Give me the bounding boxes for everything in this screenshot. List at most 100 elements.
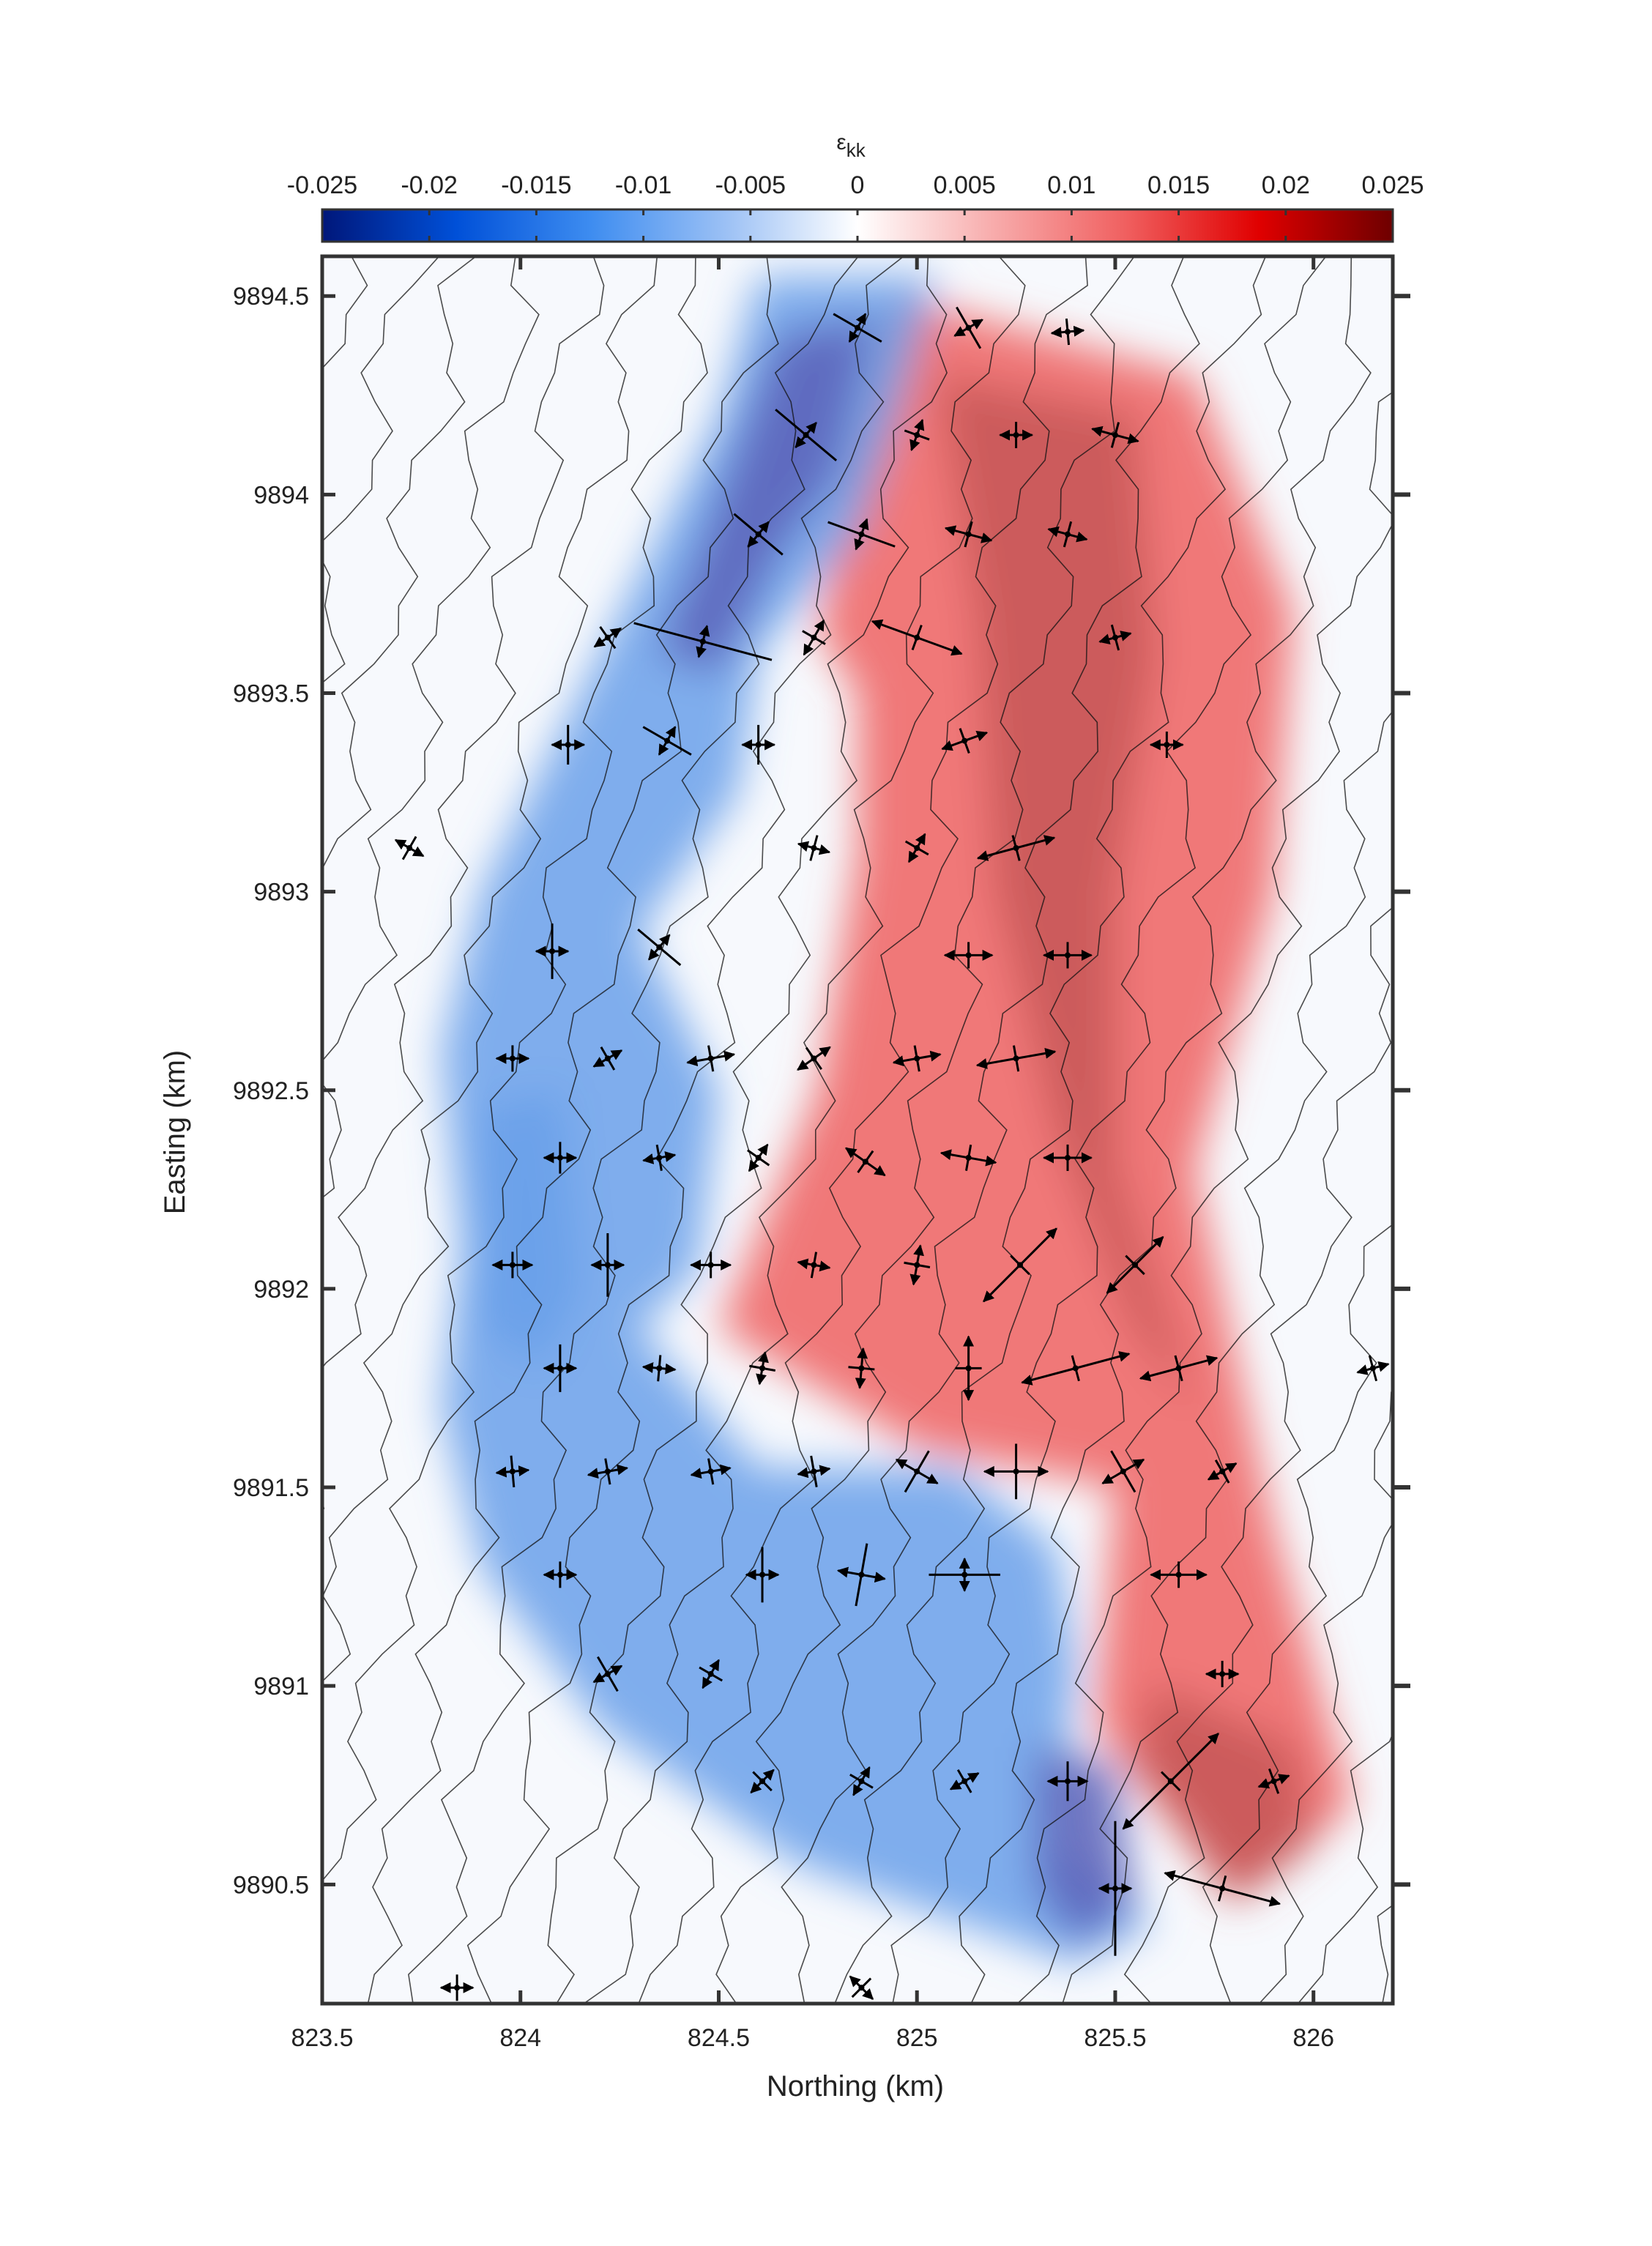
cross-center (1064, 952, 1071, 959)
y-tick-label: 9891.5 (233, 1474, 309, 1502)
contour-line (1123, 907, 1393, 2004)
x-axis: 823.5 824 824.5 825 825.5 826 (291, 256, 1334, 2052)
cross-center (454, 1985, 461, 1991)
cross-center (1017, 1262, 1024, 1268)
extension-arrow (690, 1468, 711, 1479)
strain-cross (439, 1974, 475, 2001)
extension-arrow (803, 636, 815, 656)
contour-line (583, 256, 1026, 2004)
x-axis-label: Northing (km) (767, 2070, 944, 2102)
cross-center (656, 944, 663, 951)
extension-arrow (1106, 1264, 1136, 1294)
extension-arrow (1164, 1870, 1223, 1890)
cross-center (1064, 1778, 1071, 1785)
extension-arrow (944, 525, 970, 536)
extension-arrow (871, 619, 918, 639)
strain-cross (741, 724, 776, 765)
cross-center (707, 1670, 714, 1677)
cross-center (961, 1572, 968, 1578)
cross-center (1369, 1365, 1376, 1372)
extension-arrow (813, 1046, 831, 1060)
strain-cross (949, 1769, 980, 1793)
colorbar-tick-label: 0.025 (1361, 171, 1424, 199)
strain-cross (775, 409, 838, 461)
strain-cross (543, 1344, 578, 1392)
contour-line (1016, 391, 1393, 2004)
strain-cross (904, 1244, 931, 1286)
cross-center (1175, 1572, 1182, 1578)
colorbar-tick-label: -0.01 (615, 171, 672, 199)
cross-center (707, 1262, 714, 1268)
cross-center (803, 432, 809, 439)
plot-area: 823.5 824 824.5 825 825.5 826 9890.5 9891 9891.… (233, 254, 1410, 2052)
contour-line (834, 256, 1267, 2004)
x-tick-label: 823.5 (291, 2024, 353, 2052)
strain-cross (593, 625, 622, 650)
extension-arrow (710, 1464, 732, 1476)
extension-arrow (1122, 1780, 1172, 1830)
strain-cross (802, 619, 826, 656)
cross-center (755, 1154, 762, 1161)
contour-line (638, 256, 1088, 2004)
extension-arrow (916, 1470, 939, 1484)
strain-cross (999, 422, 1034, 449)
strain-cross (1098, 1821, 1133, 1956)
extension-arrow (1047, 526, 1068, 538)
colorbar: εkk -0.025 -0.02 -0.015 -0.01 -0.005 0 0.005 0.… (287, 130, 1424, 243)
extension-arrow (916, 636, 963, 656)
cross-center (965, 531, 972, 538)
extension-arrow (710, 1050, 736, 1062)
cross-center (1132, 1262, 1139, 1268)
extension-arrow (983, 1264, 1022, 1303)
cross-center (707, 1055, 714, 1062)
x-tick-label: 826 (1292, 2024, 1334, 2052)
strain-cross (797, 835, 831, 861)
colorbar-title-subscript: kk (847, 139, 866, 161)
contour-line (322, 256, 658, 1683)
cross-center (1013, 1468, 1019, 1475)
strain-cross (983, 1227, 1057, 1303)
strain-cross (797, 1252, 831, 1279)
cross-center (1175, 1365, 1182, 1372)
strain-cross (551, 724, 586, 765)
strain-cross (1122, 1733, 1219, 1830)
strain-cross (976, 835, 1056, 861)
cross-center (1219, 1468, 1226, 1475)
extension-arrow (686, 1055, 711, 1067)
contour-line (1202, 1224, 1393, 2004)
extension-arrow (916, 1050, 942, 1062)
y-tick-label: 9892.5 (233, 1077, 309, 1105)
cross-center (1219, 1885, 1226, 1892)
extension-arrow (607, 1464, 629, 1476)
extension-arrow (1115, 433, 1139, 445)
extension-arrow (861, 1572, 886, 1583)
extension-arrow (864, 1161, 886, 1177)
cross-center (406, 844, 413, 851)
colorbar-tick-label: 0.02 (1262, 171, 1310, 199)
x-tick-label: 825 (896, 2024, 938, 2052)
cross-center (509, 1468, 516, 1475)
extension-arrow (964, 731, 989, 742)
cross-center (557, 1365, 563, 1372)
extension-arrow (892, 1055, 918, 1067)
strain-cross (833, 313, 882, 343)
strain-cross (1149, 731, 1184, 758)
contraction-zone (659, 316, 878, 674)
cross-center (811, 1055, 817, 1062)
y-tick-label: 9893.5 (233, 680, 309, 708)
cross-center (656, 1154, 663, 1161)
strain-cross (1042, 942, 1093, 969)
topography-contours (322, 256, 1393, 2004)
contour-line (322, 256, 540, 1199)
extension-arrow (976, 847, 1016, 861)
cross-center (914, 1055, 920, 1062)
extension-arrow (797, 1057, 815, 1071)
extension-arrow (975, 1057, 1016, 1069)
extension-arrow (941, 740, 965, 751)
cross-center (1167, 1778, 1174, 1785)
cross-center (914, 844, 920, 851)
y-tick-label: 9890.5 (233, 1871, 309, 1899)
strain-cross (495, 1455, 530, 1488)
strain-cross (983, 1443, 1049, 1500)
